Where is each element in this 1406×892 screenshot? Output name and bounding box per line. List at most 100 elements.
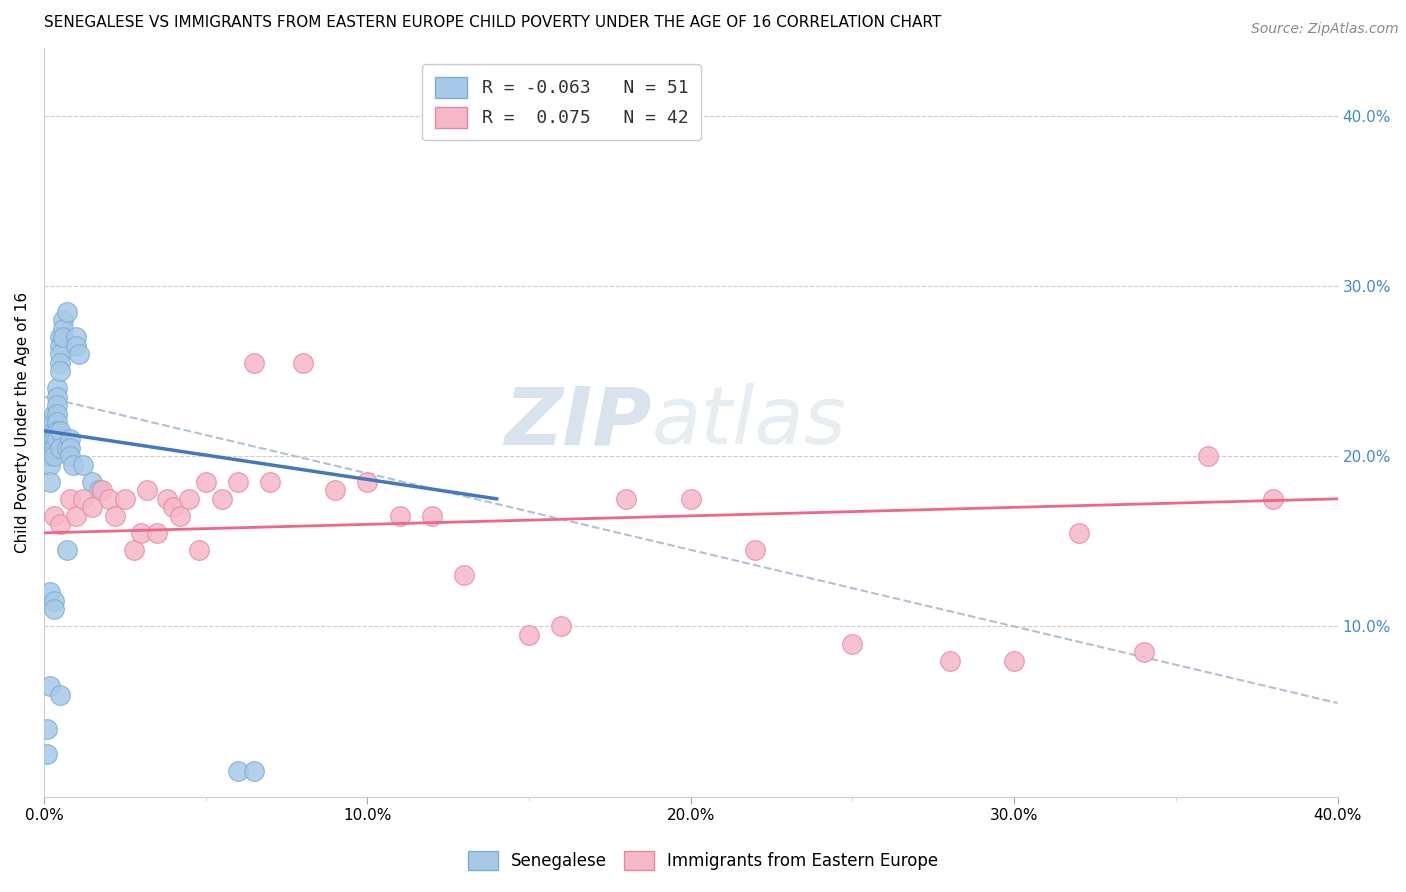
Point (614, 491, 637, 506)
Point (72, 458, 94, 472)
Point (243, 764, 266, 779)
Point (1261, 491, 1284, 506)
Point (49, 688, 72, 702)
Point (42, 602, 65, 616)
Point (82, 475, 104, 489)
Point (42, 508, 65, 523)
Point (1197, 450, 1219, 464)
Point (194, 475, 217, 489)
Point (49, 339, 72, 353)
Point (179, 491, 201, 506)
Point (39, 475, 62, 489)
Point (65, 330, 87, 344)
Point (211, 491, 233, 506)
Point (55, 542, 77, 557)
Point (42, 594, 65, 608)
Point (45, 424, 67, 438)
Point (453, 568, 475, 582)
Point (188, 542, 211, 557)
Point (679, 491, 702, 506)
Legend: R = -0.063   N = 51, R =  0.075   N = 42: R = -0.063 N = 51, R = 0.075 N = 42 (422, 64, 700, 140)
Point (744, 542, 766, 557)
Point (55, 441, 77, 455)
Point (42, 450, 65, 464)
Point (146, 525, 169, 540)
Point (82, 500, 104, 515)
Point (37, 747, 59, 761)
Point (1067, 525, 1090, 540)
Point (91, 483, 114, 498)
Point (226, 764, 249, 779)
Text: atlas: atlas (652, 384, 846, 461)
Point (42, 424, 65, 438)
Point (42, 432, 65, 446)
Point (65, 508, 87, 523)
Point (169, 508, 191, 523)
Point (42, 441, 65, 455)
Point (420, 508, 443, 523)
Point (39, 432, 62, 446)
Point (97, 491, 120, 506)
Point (49, 330, 72, 344)
Point (55, 304, 77, 318)
Point (124, 542, 146, 557)
Point (388, 508, 411, 523)
Point (162, 500, 184, 515)
Point (156, 491, 179, 506)
Point (226, 475, 249, 489)
Point (49, 441, 72, 455)
Text: ZIP: ZIP (505, 384, 652, 461)
Point (323, 483, 346, 498)
Point (42, 407, 65, 421)
Point (59, 441, 82, 455)
Point (59, 432, 82, 446)
Point (550, 619, 572, 633)
Point (42, 432, 65, 446)
Point (45, 432, 67, 446)
Y-axis label: Child Poverty Under the Age of 16: Child Poverty Under the Age of 16 (15, 292, 30, 553)
Text: Source: ZipAtlas.com: Source: ZipAtlas.com (1251, 22, 1399, 37)
Point (1002, 653, 1025, 667)
Point (49, 517, 72, 532)
Point (42, 415, 65, 429)
Point (39, 458, 62, 472)
Point (136, 483, 159, 498)
Point (39, 441, 62, 455)
Point (243, 356, 266, 370)
Point (841, 636, 863, 650)
Point (938, 653, 960, 667)
Point (45, 390, 67, 404)
Point (49, 347, 72, 361)
Point (45, 415, 67, 429)
Point (517, 628, 540, 642)
Point (87, 483, 110, 498)
Point (59, 450, 82, 464)
Point (39, 450, 62, 464)
Point (356, 475, 378, 489)
Point (65, 339, 87, 353)
Point (259, 475, 281, 489)
Point (291, 356, 314, 370)
Point (114, 491, 136, 506)
Point (62, 458, 84, 472)
Point (52, 313, 75, 327)
Point (49, 356, 72, 370)
Point (59, 491, 82, 506)
Text: SENEGALESE VS IMMIGRANTS FROM EASTERN EUROPE CHILD POVERTY UNDER THE AGE OF 16 C: SENEGALESE VS IMMIGRANTS FROM EASTERN EU… (44, 15, 941, 30)
Legend: Senegalese, Immigrants from Eastern Europe: Senegalese, Immigrants from Eastern Euro… (461, 844, 945, 877)
Point (129, 525, 152, 540)
Point (69, 347, 91, 361)
Point (45, 381, 67, 395)
Point (104, 508, 127, 523)
Point (52, 330, 75, 344)
Point (49, 364, 72, 378)
Point (45, 407, 67, 421)
Point (49, 424, 72, 438)
Point (37, 722, 59, 736)
Point (39, 585, 62, 599)
Point (39, 679, 62, 693)
Point (1132, 645, 1154, 659)
Point (72, 491, 94, 506)
Point (52, 321, 75, 335)
Point (45, 398, 67, 412)
